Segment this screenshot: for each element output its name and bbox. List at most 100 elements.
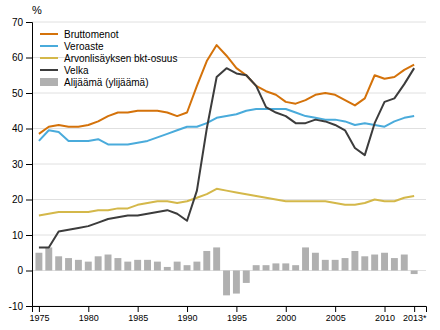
tick-label: 30	[12, 159, 24, 170]
tick: 50	[12, 88, 32, 99]
bar	[193, 262, 200, 271]
bar	[213, 247, 220, 270]
tick-mark	[26, 22, 32, 23]
tick-mark	[138, 306, 139, 312]
tick: 1985	[128, 306, 148, 323]
legend-entry: Velka	[40, 65, 89, 76]
grid-line	[32, 164, 426, 165]
tick-label: 1995	[227, 313, 247, 323]
tick-label: 70	[12, 17, 24, 28]
line	[39, 68, 414, 247]
line	[39, 109, 414, 145]
tick-mark	[335, 306, 336, 312]
tick-mark	[187, 306, 188, 312]
bar	[223, 271, 230, 296]
bar-series	[35, 247, 417, 295]
bar	[272, 263, 279, 270]
legend-label: Arvonlisäyksen bkt-osuus	[64, 53, 177, 64]
tick-label: 2000	[276, 313, 296, 323]
y-label: %	[32, 4, 42, 16]
tick-label: -10	[9, 301, 24, 312]
bar	[134, 260, 141, 271]
tick-label: 1975	[29, 313, 49, 323]
legend-entry: Bruttomenot	[40, 29, 119, 40]
tick: 2005	[326, 306, 346, 323]
bar	[302, 247, 309, 270]
grid-line	[32, 199, 426, 200]
tick-mark	[26, 306, 32, 307]
bar	[391, 258, 398, 270]
tick-label: 40	[12, 123, 24, 134]
bar	[292, 265, 299, 270]
tick-mark	[26, 235, 32, 236]
tick-label: 1990	[178, 313, 198, 323]
tick-label: 10	[12, 230, 24, 241]
tick: 1975	[29, 306, 49, 323]
grid-line	[32, 235, 426, 236]
bar	[401, 255, 408, 271]
bar	[361, 256, 368, 270]
bar	[114, 258, 121, 270]
tick-mark	[385, 306, 386, 312]
legend-label: Veroaste	[64, 41, 104, 52]
tick: 30	[12, 159, 32, 170]
tick: 1990	[178, 306, 198, 323]
tick-label: 1980	[79, 313, 99, 323]
tick-label: 20	[12, 194, 24, 205]
legend-entry: Arvonlisäyksen bkt-osuus	[40, 53, 177, 64]
bar	[95, 256, 102, 270]
tick: 1980	[79, 306, 99, 323]
tick-mark	[26, 58, 32, 59]
bar	[65, 258, 72, 270]
chart: -10 0 10 20 30 40 50 60 70 1975 1980 1985 1990 1995 20…	[0, 0, 440, 330]
legend-label: Velka	[64, 65, 89, 76]
axis-domain	[33, 307, 427, 313]
tick-mark	[88, 306, 89, 312]
legend-swatch	[40, 78, 58, 86]
tick: 10	[12, 230, 32, 241]
y-axis: -10 0 10 20 30 40 50 60 70	[9, 17, 33, 312]
tick-label: 2010	[375, 313, 395, 323]
tick-label: 2005	[326, 313, 346, 323]
bar	[144, 260, 151, 271]
tick-label: 60	[12, 52, 24, 63]
tick-mark	[26, 271, 32, 272]
bar	[351, 251, 358, 271]
bar	[411, 271, 418, 275]
tick: 2013*	[403, 306, 427, 323]
bar	[322, 260, 329, 271]
bar	[342, 258, 349, 270]
axis-domain	[26, 23, 33, 307]
grid	[32, 22, 426, 306]
bar	[124, 262, 131, 271]
tick: 2000	[276, 306, 296, 323]
legend-swatch	[40, 69, 58, 71]
tick-label: 0	[17, 265, 23, 276]
bar	[332, 260, 339, 271]
bar	[282, 263, 289, 270]
bar	[312, 253, 319, 271]
tick: -10	[9, 301, 32, 312]
tick-mark	[39, 306, 40, 312]
bar	[381, 253, 388, 271]
bar	[45, 247, 52, 270]
tick: 1995	[227, 306, 247, 323]
legend-label: Bruttomenot	[64, 29, 119, 40]
tick: 40	[12, 123, 32, 134]
legend-entry: Veroaste	[40, 41, 104, 52]
tick-mark	[414, 306, 415, 312]
bar	[203, 251, 210, 271]
tick: 2010	[375, 306, 395, 323]
grid-line	[32, 128, 426, 129]
legend-swatch	[40, 45, 58, 47]
tick: 20	[12, 194, 32, 205]
bar	[174, 262, 181, 271]
bar	[35, 253, 42, 271]
legend-swatch	[40, 57, 58, 59]
tick-mark	[26, 93, 32, 94]
tick-label: 50	[12, 88, 24, 99]
bar	[154, 262, 161, 271]
bar	[85, 262, 92, 271]
bar	[243, 271, 250, 283]
x-axis: 1975 1980 1985 1990 1995 2000 2005 2010 2013*	[29, 306, 427, 323]
